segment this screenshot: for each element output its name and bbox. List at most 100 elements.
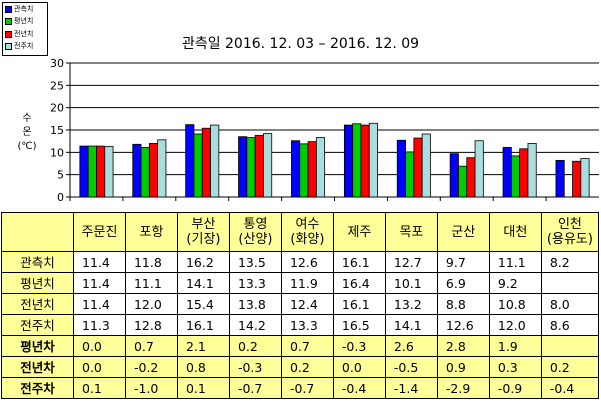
table-header-line: 인천 (557, 217, 582, 232)
table-cell: 9.2 (488, 272, 542, 294)
table-cell: 13.3 (228, 272, 282, 294)
table-row: 전주차 0.1 -1.0 0.1 -0.7 -0.7 -0.4 -1.4 -2.9 -0.9 -0.… (1, 377, 600, 399)
bar (360, 124, 370, 198)
table-cell: 13.8 (228, 293, 282, 315)
table-row-header: 전년치 (1, 293, 74, 315)
bar (104, 146, 114, 198)
table-cell: 11.4 (73, 293, 126, 315)
legend-label: 전주치 (14, 42, 34, 51)
table-cell: -0.3 (228, 356, 282, 378)
table-cell: 14.1 (384, 314, 438, 336)
table-cell: 12.0 (488, 314, 542, 336)
bar (413, 137, 423, 198)
y-tick-label: 5 (57, 169, 64, 182)
table-cell: 11.9 (280, 272, 334, 294)
table-cell: 16.1 (176, 314, 230, 336)
table-cell: 8.2 (540, 251, 600, 273)
bar (140, 147, 150, 198)
table-header-row: 주문진 포항 부산 (기장) 통영 (산양) 여수 (화양) 제주 목포 군산 대천 인천 (용유도) (1, 212, 600, 252)
bar (572, 160, 582, 198)
bar (254, 134, 264, 198)
table-row-header: 평년치 (1, 272, 74, 294)
chart-title: 관측일 2016. 12. 03 – 2016. 12. 09 (181, 36, 420, 52)
y-tick-label: 20 (50, 102, 64, 115)
bar (555, 159, 565, 198)
y-tick-label: 25 (50, 79, 64, 92)
table-cell: 13.5 (228, 251, 282, 273)
table-header-line: 부산 (191, 217, 216, 232)
table-cell: 11.1 (488, 251, 542, 273)
bar (527, 142, 537, 198)
bar-chart: 0 5 10 15 20 25 30 (50, 57, 599, 204)
legend-label: 평년치 (14, 17, 34, 26)
table-cell: 10.8 (488, 293, 542, 315)
table-cell (540, 272, 600, 294)
table-cell: 0.1 (73, 377, 126, 399)
table-cell: 0.2 (540, 356, 600, 378)
table-cell: 1.9 (488, 335, 542, 357)
table-row: 전주치 11.3 12.8 16.1 14.2 13.3 16.5 14.1 12.6 12.0 8… (1, 314, 600, 336)
table-cell: 12.0 (124, 293, 178, 315)
legend-label: 전년치 (14, 29, 34, 38)
table-cell: 16.1 (332, 251, 386, 273)
table-cell: -0.4 (540, 377, 600, 399)
bar (396, 139, 406, 198)
bar (79, 145, 89, 198)
table-column-header: 여수 (화양) (280, 212, 334, 252)
bar (343, 124, 354, 198)
table-cell: 16.2 (176, 251, 230, 273)
table-cell: 0.0 (73, 335, 126, 357)
table-cell: 0.2 (228, 335, 282, 357)
table-cell: 0.1 (176, 377, 230, 399)
table-header-line: (산양) (238, 232, 273, 247)
legend-label: 관측치 (14, 4, 34, 13)
bar (299, 143, 309, 198)
table-column-header: 목포 (384, 212, 438, 252)
table-cell: 13.2 (384, 293, 438, 315)
table-row-header: 전주차 (1, 377, 74, 399)
table-cell: 12.7 (384, 251, 438, 273)
table-header-line: 주문진 (81, 224, 118, 240)
bar (210, 124, 220, 198)
y-axis-label-line: 수 (22, 113, 32, 124)
bar (315, 137, 326, 198)
table-cell: 16.1 (332, 293, 386, 315)
table-header-line: 목포 (399, 224, 424, 240)
legend-item: 전주치 (3, 41, 47, 54)
legend-item: 평년치 (3, 16, 47, 29)
bar (405, 151, 415, 198)
bar (193, 133, 203, 198)
bar (352, 123, 362, 198)
table-cell: 8.8 (436, 293, 490, 315)
legend-item: 관측치 (3, 3, 47, 16)
table-column-header: 인천 (용유도) (540, 212, 600, 252)
table-cell: -0.7 (228, 377, 282, 399)
table-row-header: 관측치 (1, 251, 74, 273)
bar (263, 133, 273, 198)
bar (246, 137, 256, 198)
table-cell: 16.4 (332, 272, 386, 294)
table-cell: 0.9 (436, 356, 490, 378)
table-cell: 11.3 (73, 314, 126, 336)
table-cell: 8.6 (540, 314, 600, 336)
table-header-line: 포항 (139, 224, 164, 240)
table-row: 전년치 11.4 12.0 15.4 13.8 12.4 16.1 13.2 8.8 10.8 8.… (1, 293, 600, 315)
table-cell: 12.4 (280, 293, 334, 315)
bar (238, 136, 248, 198)
legend-swatch (5, 30, 12, 38)
table-header-line: (기장) (186, 232, 221, 247)
table-cell: 13.3 (280, 314, 334, 336)
bar (519, 148, 529, 198)
table-row: 관측치 11.4 11.8 16.2 13.5 12.6 16.1 12.7 9.7 11.1 8.… (1, 251, 600, 273)
table-cell: 9.7 (436, 251, 490, 273)
bar (510, 155, 521, 198)
table-cell: 16.5 (332, 314, 386, 336)
table-cell (540, 335, 600, 357)
table-header-line: 제주 (347, 224, 372, 240)
legend-swatch (5, 18, 12, 26)
table-header-line: (용유도) (546, 232, 593, 247)
table-cell: 0.3 (488, 356, 542, 378)
table-header-line: 군산 (451, 224, 476, 240)
table-column-header: 군산 (436, 212, 490, 252)
table-cell: -0.3 (332, 335, 386, 357)
